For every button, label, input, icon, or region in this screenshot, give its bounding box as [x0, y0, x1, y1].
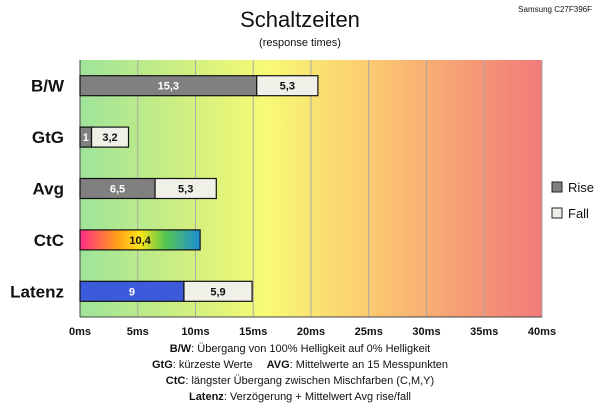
category-label-latenz: Latenz: [10, 282, 64, 301]
x-tick-label-0: 0ms: [69, 326, 91, 338]
x-axis-ticks: 0ms 5ms 10ms 15ms 20ms 25ms 30ms 35ms 40ms: [69, 326, 556, 338]
bar-fall-b-w: [256, 75, 319, 97]
x-tick-label-4: 20ms: [297, 326, 325, 338]
note-ctc: CtC: längster Übergang zwischen Mischfar…: [166, 375, 434, 387]
bar-fall-latenz: [183, 280, 253, 302]
monitor-model: Samsung C27F396F: [518, 5, 592, 14]
category-labels: B/W GtG Avg CtC Latenz: [10, 77, 65, 302]
legend-label-rise: Rise: [568, 180, 594, 195]
bar-total-ctc-label: 10,4: [129, 235, 151, 247]
category-label-ctc: CtC: [34, 231, 64, 250]
bar-total-latenz-label: 9: [129, 286, 135, 298]
note-avg-label: AVG: [267, 359, 290, 371]
bar-fall-gtg: [90, 126, 130, 148]
note-gtg-text: : kürzeste Werte: [173, 359, 253, 371]
note-latenz-label: Latenz: [189, 391, 224, 403]
chart-subtitle: (response times): [259, 37, 341, 49]
bar-rise-b-w-label: 15,3: [158, 81, 179, 93]
x-tick-label-7: 35ms: [470, 326, 498, 338]
bar-fall-latenz-label: 5,9: [210, 286, 225, 298]
x-tick-label-6: 30ms: [412, 326, 440, 338]
x-tick-label-1: 5ms: [127, 326, 149, 338]
legend: Rise Fall: [551, 180, 594, 221]
note-gtg-avg: GtG: kürzeste Werte AVG: Mittelwerte an 1…: [152, 359, 448, 371]
category-label-b-w: B/W: [31, 77, 65, 96]
note-latenz: Latenz: Verzögerung + Mittelwert Avg ris…: [189, 391, 411, 403]
legend-label-fall: Fall: [568, 206, 589, 221]
bar-fall-b-w-label: 5,3: [280, 81, 295, 93]
legend-swatch-rise: [551, 181, 563, 193]
category-label-avg: Avg: [33, 180, 65, 199]
note-latenz-text: : Verzögerung + Mittelwert Avg rise/fall: [224, 391, 411, 403]
bars: 15,3 5,3 1 3,2 6,5 5,3 10,4 9 5,9: [79, 75, 319, 302]
note-avg-text: : Mittelwerte an 15 Messpunkten: [290, 359, 448, 371]
footnotes: B/W: Übergang von 100% Helligkeit auf 0%…: [152, 343, 448, 403]
x-tick-label-5: 25ms: [355, 326, 383, 338]
note-bw: B/W: Übergang von 100% Helligkeit auf 0%…: [170, 343, 430, 355]
bar-fall-avg: [154, 177, 217, 200]
legend-item-rise: Rise: [551, 180, 594, 195]
legend-item-fall: Fall: [551, 206, 589, 221]
bar-rise-gtg-label: 1: [83, 132, 89, 144]
note-gtg-label: GtG: [152, 359, 173, 371]
chart-title: Schaltzeiten: [240, 7, 360, 32]
bar-fall-gtg-label: 3,2: [102, 132, 117, 144]
x-tick-label-2: 10ms: [181, 326, 209, 338]
note-bw-label: B/W: [170, 343, 192, 355]
bar-total-ctc: [79, 229, 201, 251]
note-bw-text: : Übergang von 100% Helligkeit auf 0% He…: [191, 343, 430, 355]
note-ctc-text: : längster Übergang zwischen Mischfarben…: [185, 375, 434, 387]
note-ctc-label: CtC: [166, 375, 186, 387]
x-tick-label-8: 40ms: [528, 326, 556, 338]
category-label-gtg: GtG: [32, 128, 64, 147]
x-tick-label-3: 15ms: [239, 326, 267, 338]
bar-rise-avg-label: 6,5: [110, 184, 125, 196]
legend-swatch-fall: [551, 207, 563, 219]
bar-fall-avg-label: 5,3: [178, 184, 193, 196]
